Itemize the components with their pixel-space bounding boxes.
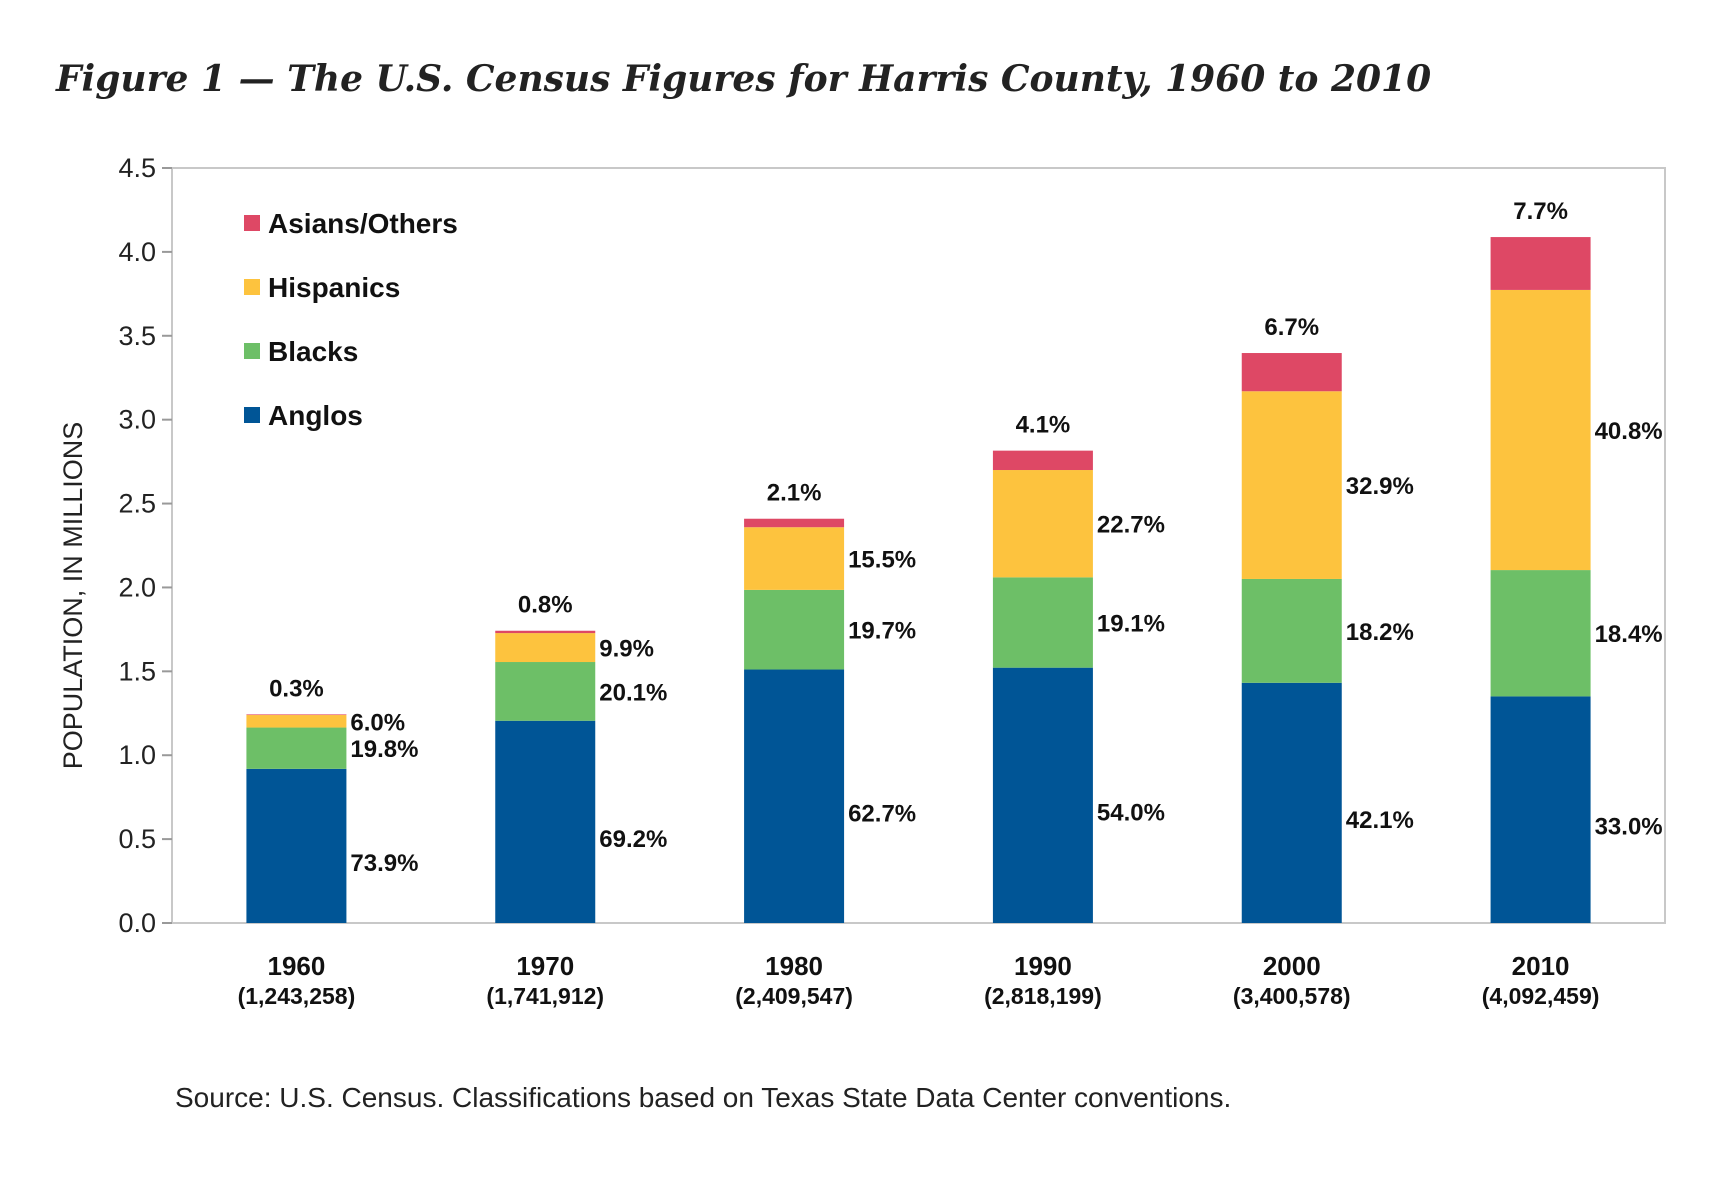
legend-label-blacks: Blacks [268, 336, 358, 367]
bar-segment-hispanics-2000 [1241, 391, 1342, 579]
x-tick-label: 1980 [765, 951, 823, 981]
labels-layer: 73.9% 19.8%6.0% 0.3% 1960(1,243,258) 69.2% 20… [238, 198, 1663, 1009]
bar-segment-anglos-2000 [1241, 682, 1342, 923]
y-tick-label: 1.5 [118, 656, 156, 686]
data-label-hispanics-1990: 22.7% [1097, 512, 1165, 539]
data-label-asians-others-2000: 6.7% [1264, 314, 1319, 341]
data-label-hispanics-1970: 9.9% [599, 636, 654, 663]
data-label-hispanics-1960: 6.0% [350, 709, 405, 736]
data-label-blacks-1990: 19.1% [1097, 611, 1165, 638]
bar-segment-anglos-1990 [992, 667, 1093, 923]
y-tick-label: 2.5 [118, 489, 156, 519]
bar-segment-asians-others-1970 [495, 630, 596, 634]
axes-layer: 0.0 0.5 1.0 1.5 2.0 2.5 3.0 3.5 4.0 4.5 POPULATION… [58, 153, 1666, 938]
y-tick-label: 2.0 [118, 572, 156, 602]
bar-segment-hispanics-1990 [992, 470, 1093, 578]
bar-segment-blacks-2010 [1490, 570, 1591, 697]
data-label-asians-others-1970: 0.8% [518, 592, 573, 619]
y-tick-label: 1.0 [118, 740, 156, 770]
x-total-label: (4,092,459) [1482, 983, 1600, 1009]
y-tick-label: 4.5 [118, 153, 156, 183]
data-label-anglos-2010: 33.0% [1595, 814, 1663, 841]
bar-segment-blacks-1970 [495, 662, 596, 721]
bar-segment-asians-others-2000 [1241, 353, 1342, 392]
bar-segment-asians-others-1960 [246, 714, 347, 716]
source-note: Source: U.S. Census. Classifications bas… [175, 1082, 1232, 1113]
y-axis-title: POPULATION, IN MILLIONS [58, 422, 88, 770]
data-label-asians-others-1980: 2.1% [767, 480, 822, 507]
data-label-asians-others-2010: 7.7% [1513, 198, 1568, 225]
x-total-label: (1,741,912) [486, 983, 604, 1009]
legend-label-asians-others: Asians/Others [268, 208, 458, 239]
bar-segment-anglos-1980 [744, 669, 845, 923]
data-label-hispanics-2000: 32.9% [1346, 473, 1414, 500]
legend-swatch-blacks [244, 343, 260, 359]
y-tick-label: 3.5 [118, 321, 156, 351]
x-tick-label: 2010 [1512, 951, 1570, 981]
bars-layer [246, 237, 1591, 923]
data-label-anglos-1980: 62.7% [848, 800, 916, 827]
bar-segment-blacks-1990 [992, 577, 1093, 668]
bar-segment-hispanics-1970 [495, 633, 596, 663]
x-tick-label: 1970 [516, 951, 574, 981]
figure-title: Figure 1 — The U.S. Census Figures for H… [56, 58, 1432, 100]
data-label-asians-others-1990: 4.1% [1016, 412, 1071, 439]
data-label-anglos-1960: 73.9% [350, 850, 418, 877]
legend-label-anglos: Anglos [268, 400, 363, 431]
data-label-blacks-1960: 19.8% [350, 736, 418, 763]
data-label-hispanics-1980: 15.5% [848, 547, 916, 574]
bar-segment-blacks-2000 [1241, 578, 1342, 683]
x-tick-label: 2000 [1263, 951, 1321, 981]
bar-segment-asians-others-1990 [992, 450, 1093, 471]
data-label-hispanics-2010: 40.8% [1595, 418, 1663, 445]
bar-segment-hispanics-1960 [246, 715, 347, 728]
data-label-anglos-1990: 54.0% [1097, 799, 1165, 826]
data-label-blacks-2010: 18.4% [1595, 621, 1663, 648]
y-tick-label: 3.0 [118, 405, 156, 435]
legend-layer: Asians/Others Hispanics Blacks Anglos [244, 208, 458, 431]
legend-label-hispanics: Hispanics [268, 272, 400, 303]
bar-segment-asians-others-2010 [1490, 237, 1591, 290]
bar-segment-anglos-2010 [1490, 696, 1591, 923]
x-total-label: (2,409,547) [735, 983, 853, 1009]
bar-segment-hispanics-1980 [744, 527, 845, 590]
x-tick-label: 1990 [1014, 951, 1072, 981]
x-total-label: (3,400,578) [1233, 983, 1351, 1009]
data-label-blacks-1980: 19.7% [848, 618, 916, 645]
x-tick-label: 1960 [267, 951, 325, 981]
bar-segment-anglos-1970 [495, 720, 596, 923]
y-tick-label: 4.0 [118, 237, 156, 267]
data-label-blacks-2000: 18.2% [1346, 619, 1414, 646]
data-label-blacks-1970: 20.1% [599, 679, 667, 706]
legend-swatch-anglos [244, 407, 260, 423]
y-tick-label: 0.0 [118, 908, 156, 938]
bar-segment-blacks-1980 [744, 589, 845, 670]
data-label-asians-others-1960: 0.3% [269, 675, 324, 702]
data-label-anglos-1970: 69.2% [599, 826, 667, 853]
plot-frame [171, 167, 1666, 924]
bar-segment-hispanics-2010 [1490, 289, 1591, 571]
data-label-anglos-2000: 42.1% [1346, 807, 1414, 834]
legend-swatch-hispanics [244, 279, 260, 295]
x-total-label: (2,818,199) [984, 983, 1102, 1009]
legend-swatch-asians-others [244, 215, 260, 231]
y-tick-label: 0.5 [118, 824, 156, 854]
x-total-label: (1,243,258) [238, 983, 356, 1009]
bar-segment-anglos-1960 [246, 768, 347, 923]
bar-segment-blacks-1960 [246, 727, 347, 769]
bar-segment-asians-others-1980 [744, 518, 845, 528]
